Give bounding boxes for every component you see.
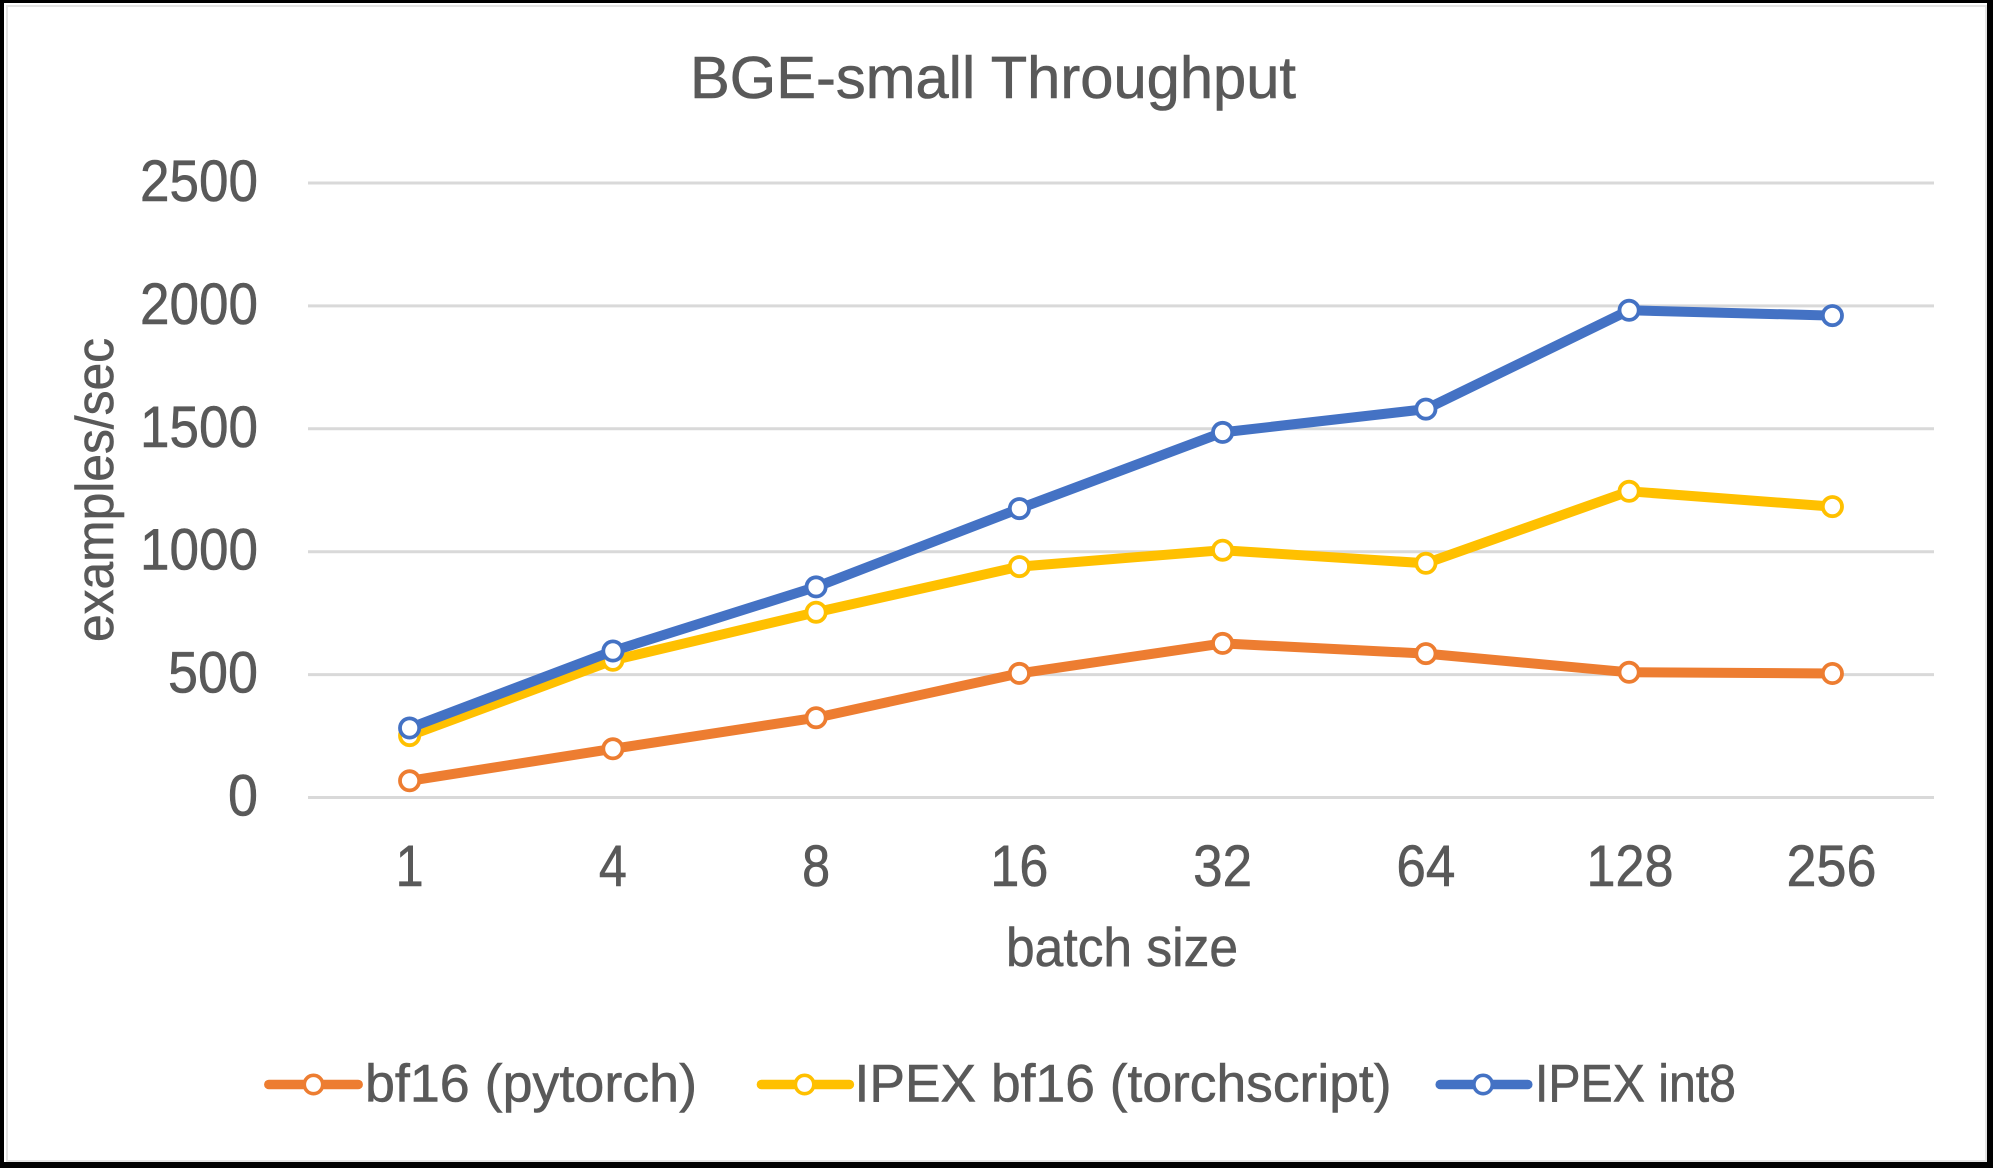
- svg-text:32: 32: [1193, 834, 1252, 899]
- svg-text:128: 128: [1587, 834, 1674, 899]
- svg-text:batch size: batch size: [1006, 916, 1238, 978]
- svg-text:IPEX bf16 (torchscript): IPEX bf16 (torchscript): [855, 1055, 1392, 1114]
- svg-text:1000: 1000: [140, 518, 258, 583]
- svg-text:500: 500: [168, 641, 258, 706]
- svg-text:2000: 2000: [140, 272, 258, 337]
- svg-text:1: 1: [396, 834, 424, 899]
- svg-text:8: 8: [802, 834, 830, 899]
- svg-text:2500: 2500: [140, 149, 258, 214]
- svg-text:1500: 1500: [140, 395, 258, 460]
- svg-text:256: 256: [1787, 834, 1877, 899]
- svg-text:0: 0: [228, 764, 258, 829]
- svg-text:BGE-small Throughput: BGE-small Throughput: [690, 44, 1296, 111]
- svg-text:IPEX int8: IPEX int8: [1535, 1055, 1736, 1114]
- svg-text:16: 16: [990, 834, 1048, 899]
- svg-text:4: 4: [599, 834, 627, 899]
- svg-text:bf16 (pytorch): bf16 (pytorch): [365, 1055, 697, 1114]
- svg-text:64: 64: [1396, 834, 1455, 899]
- svg-text:examples/sec: examples/sec: [66, 338, 125, 642]
